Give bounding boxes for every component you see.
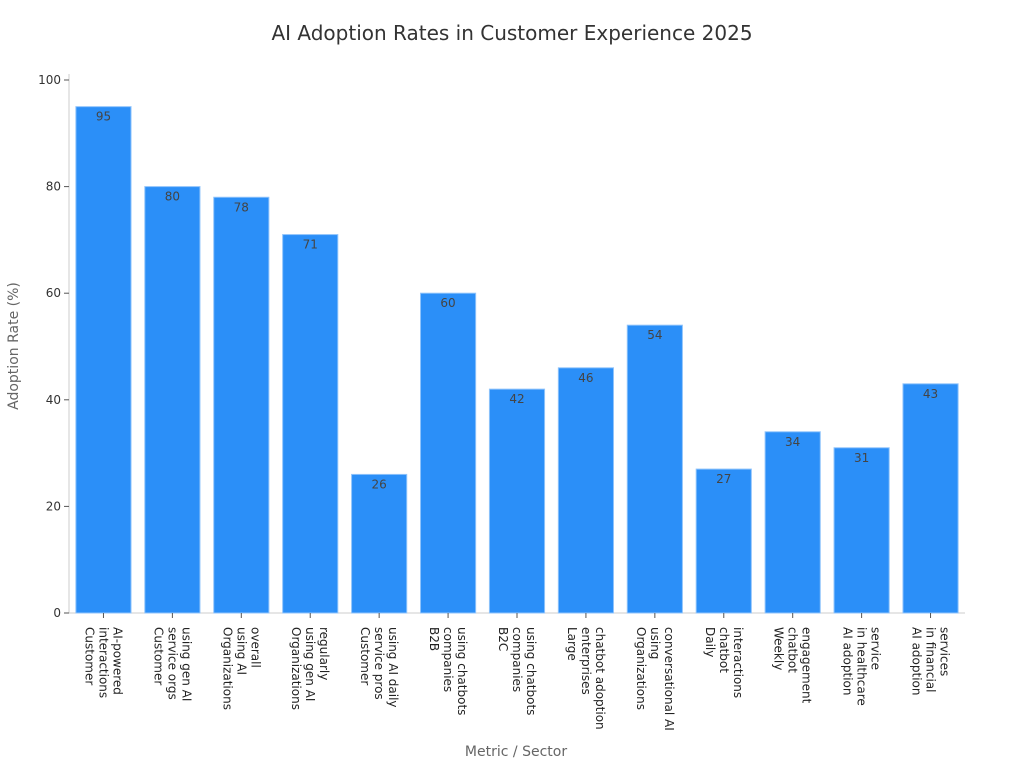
- x-tick-label-line: using chatbots: [524, 627, 538, 715]
- bar: [626, 324, 683, 614]
- x-tick-label-line: Organizations: [289, 627, 303, 710]
- x-tick-label-line: using chatbots: [455, 627, 469, 715]
- plot-area: 02040608010095CustomerinteractionsAI-pow…: [38, 73, 965, 731]
- x-tick-label-line: engagement: [800, 627, 814, 704]
- data-label: 78: [234, 200, 249, 214]
- x-tick-label: Customerservice orgsusing gen AI: [151, 627, 193, 701]
- x-tick-label: Organizationsusing gen AIregularly: [289, 627, 331, 710]
- x-tick-label-line: Organizations: [634, 627, 648, 710]
- y-tick-label: 100: [38, 73, 61, 87]
- bar: [833, 447, 890, 614]
- x-tick-label-line: chatbot: [786, 627, 800, 673]
- x-tick-label-line: B2C: [496, 627, 510, 651]
- x-tick-label-line: AI adoption: [910, 627, 924, 695]
- data-label: 31: [854, 451, 869, 465]
- bar: [488, 388, 546, 614]
- y-tick-label: 80: [46, 180, 61, 194]
- x-tick-label-line: service orgs: [165, 627, 179, 700]
- x-tick-label: Largeenterpriseschatbot adoption: [565, 627, 607, 730]
- bar: [213, 196, 270, 614]
- data-label: 80: [165, 190, 180, 204]
- x-tick-label-line: services: [938, 627, 952, 676]
- x-tick-label-line: B2B: [427, 627, 441, 651]
- bar: [557, 367, 614, 614]
- x-tick-label-line: using AI: [234, 627, 248, 675]
- x-tick-label-line: Large: [565, 627, 579, 661]
- x-tick-label-line: chatbot: [717, 627, 731, 673]
- x-tick-label-line: enterprises: [579, 627, 593, 695]
- x-tick-label: AI adoptionin financialservices: [910, 627, 952, 695]
- y-axis-title: Adoption Rate (%): [6, 282, 22, 410]
- y-tick-label: 20: [46, 499, 61, 513]
- x-tick-label-line: AI-powered: [110, 627, 124, 695]
- chart-title: AI Adoption Rates in Customer Experience…: [271, 21, 752, 45]
- bar: [764, 431, 821, 614]
- x-tick-label: Weeklychatbotengagement: [772, 627, 814, 704]
- x-tick-label-line: using: [648, 627, 662, 659]
- x-tick-label: Customerservice prosusing AI daily: [358, 627, 400, 708]
- x-tick-label-line: AI adoption: [841, 627, 855, 695]
- y-tick-label: 60: [46, 286, 61, 300]
- x-tick-label-line: overall: [248, 627, 262, 668]
- bar: [144, 186, 201, 614]
- x-tick-label: Dailychatbotinteractions: [703, 627, 745, 698]
- x-tick-label-line: regularly: [317, 627, 331, 680]
- x-tick-label-line: Customer: [82, 627, 96, 685]
- data-label: 95: [96, 110, 111, 124]
- data-label: 71: [303, 238, 318, 252]
- x-tick-label-line: Weekly: [772, 627, 786, 670]
- data-label: 34: [785, 435, 800, 449]
- data-label: 60: [440, 296, 455, 310]
- bar: [902, 383, 959, 614]
- data-label: 27: [716, 472, 731, 486]
- y-tick-label: 40: [46, 393, 61, 407]
- bar: [75, 106, 132, 614]
- y-tick-label: 0: [53, 606, 61, 620]
- x-tick-label-line: using gen AI: [303, 627, 317, 701]
- bar: [695, 468, 752, 614]
- x-tick-label: B2Bcompaniesusing chatbots: [427, 627, 469, 715]
- x-tick-label-line: companies: [441, 627, 455, 692]
- x-tick-label: AI adoptionin healthcareservice: [841, 627, 883, 706]
- bar: [282, 234, 339, 614]
- data-label: 26: [372, 477, 387, 491]
- x-tick-label-line: in financial: [924, 627, 938, 693]
- x-tick-label-line: Customer: [151, 627, 165, 685]
- data-label: 43: [923, 387, 938, 401]
- data-label: 54: [647, 328, 662, 342]
- x-tick-label-line: in healthcare: [855, 627, 869, 706]
- data-label: 42: [509, 392, 524, 406]
- x-tick-label-line: Customer: [358, 627, 372, 685]
- data-label: 46: [578, 371, 593, 385]
- x-tick-label-line: using AI daily: [386, 627, 400, 708]
- x-tick-label-line: conversational AI: [662, 627, 676, 731]
- x-tick-label: Organizationsusingconversational AI: [634, 627, 676, 731]
- bar: [351, 473, 408, 614]
- x-tick-label: CustomerinteractionsAI-powered: [82, 627, 124, 698]
- x-tick-label-line: using gen AI: [179, 627, 193, 701]
- x-tick-label-line: companies: [510, 627, 524, 692]
- x-tick-label-line: Daily: [703, 627, 717, 657]
- x-tick-label-line: service pros: [372, 627, 386, 700]
- x-tick-label-line: interactions: [731, 627, 745, 698]
- x-tick-label-line: interactions: [96, 627, 110, 698]
- x-tick-label: B2Ccompaniesusing chatbots: [496, 627, 538, 715]
- x-tick-label-line: chatbot adoption: [593, 627, 607, 730]
- bar: [420, 292, 477, 614]
- x-axis-title: Metric / Sector: [465, 744, 567, 760]
- x-tick-label: Organizationsusing AIoverall: [220, 627, 262, 710]
- x-tick-label-line: service: [869, 627, 883, 670]
- x-tick-label-line: Organizations: [220, 627, 234, 710]
